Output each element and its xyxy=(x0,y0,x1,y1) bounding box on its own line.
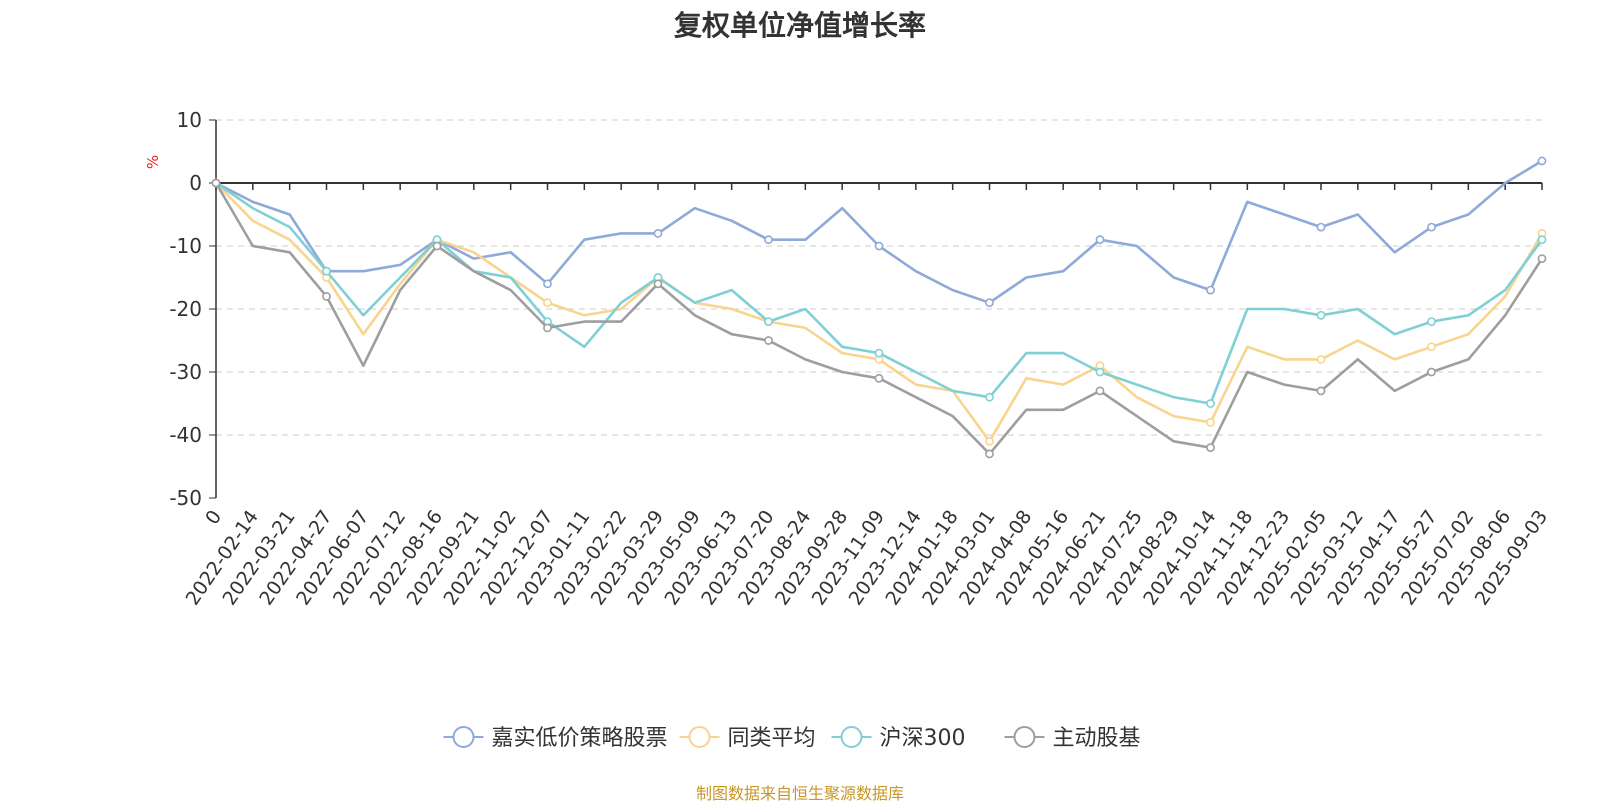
series-line xyxy=(214,182,1544,456)
y-tick-label: -50 xyxy=(169,486,202,510)
series-point xyxy=(211,178,221,188)
series-point xyxy=(985,298,994,308)
series-point xyxy=(322,266,331,276)
legend-label: 主动股基 xyxy=(1053,726,1141,751)
source-note: 制图数据来自恒生聚源数据库 xyxy=(695,784,904,803)
series-point xyxy=(1427,367,1436,377)
series-point xyxy=(1427,342,1436,352)
legend-marker xyxy=(688,726,711,748)
chart-title: 复权单位净值增长率 xyxy=(673,9,926,42)
series-point xyxy=(1316,222,1326,232)
legend-marker xyxy=(840,726,863,748)
series-point xyxy=(1206,285,1215,295)
series-point xyxy=(1316,354,1326,364)
series-point xyxy=(1427,317,1436,326)
series-point xyxy=(764,317,773,326)
series-point xyxy=(1537,254,1547,263)
legend-marker xyxy=(452,726,475,748)
x-tick-label: 0 xyxy=(201,506,226,529)
legend-label: 嘉实低价策略股票 xyxy=(492,726,668,751)
series-point xyxy=(1095,367,1105,377)
y-tick-label: -40 xyxy=(169,423,202,447)
series-point xyxy=(543,279,552,289)
series-point xyxy=(1206,443,1215,452)
series-point xyxy=(874,348,884,358)
legend-label: 沪深300 xyxy=(880,726,966,751)
series-point xyxy=(543,323,552,333)
series-point xyxy=(874,241,884,251)
series-point xyxy=(874,373,884,383)
series-point xyxy=(1206,417,1215,427)
y-tick-label: 0 xyxy=(189,171,202,195)
y-tick-label: -20 xyxy=(169,297,202,321)
series-point xyxy=(432,241,442,251)
series-point xyxy=(653,228,663,238)
series-point xyxy=(543,298,552,308)
series-point xyxy=(653,279,663,289)
y-tick-label: -30 xyxy=(169,360,202,384)
legend-label: 同类平均 xyxy=(728,726,816,751)
y-tick-label: 10 xyxy=(177,108,202,132)
series-point xyxy=(1095,235,1105,245)
series-point xyxy=(985,392,994,402)
y-tick-label: -10 xyxy=(169,234,202,258)
series-point xyxy=(764,336,773,345)
series-point xyxy=(1537,156,1547,166)
series-point xyxy=(1316,310,1326,320)
y-axis-unit: % xyxy=(144,155,162,169)
series-point xyxy=(1537,235,1547,245)
series-point xyxy=(1316,386,1326,396)
series-point xyxy=(1095,386,1105,396)
series-point xyxy=(1206,399,1215,408)
series-point xyxy=(985,449,994,459)
series-point xyxy=(985,436,994,446)
line-chart: 100-10-20-30-40-50%02022-02-142022-03-21… xyxy=(144,108,1552,751)
series-point xyxy=(764,235,773,245)
series-point xyxy=(1427,222,1436,232)
legend-marker xyxy=(1013,726,1036,748)
series-point xyxy=(322,291,331,301)
